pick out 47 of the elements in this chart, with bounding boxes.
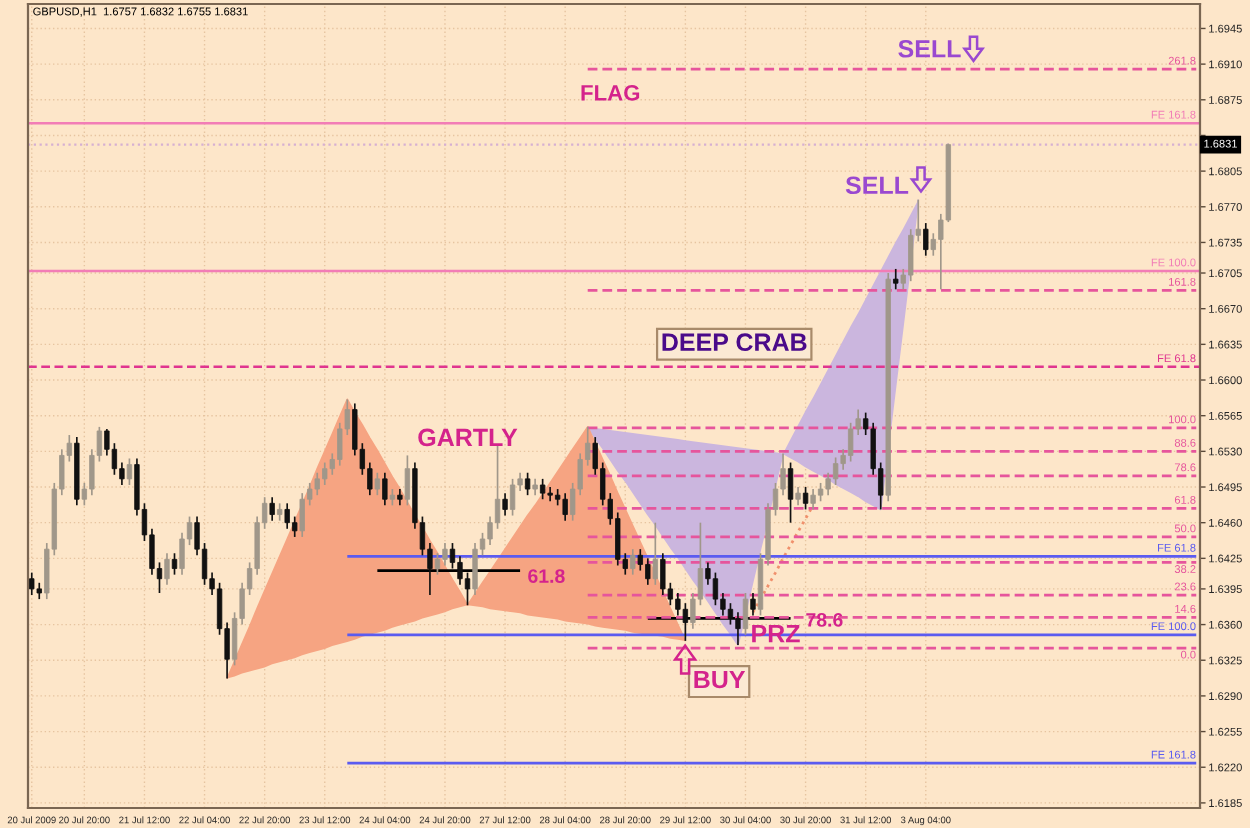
candlestick [735,611,741,646]
candlestick [742,592,749,636]
candlestick [893,268,899,291]
annotation: SELL [898,39,961,58]
candlestick [374,471,381,496]
candlestick [382,471,388,507]
candlestick [825,471,831,496]
candlestick [787,461,794,524]
candlestick [292,515,298,538]
candlestick [524,471,531,496]
candlestick [652,521,658,586]
candlestick [164,552,170,586]
annotation: 61.8 [528,569,565,583]
candlestick [637,548,643,572]
annotation: FLAG [581,84,640,101]
candlestick [322,461,328,486]
candlestick [727,602,734,626]
candlestick [502,492,508,517]
candlestick [810,488,816,511]
candlestick [660,552,666,596]
candlestick [269,496,275,522]
candlestick [29,571,35,596]
candlestick [832,456,839,486]
candlestick [750,592,756,617]
candlestick [509,478,516,517]
annotation: DEEP CRAB [662,333,807,352]
annotation: GARTLY [418,428,518,447]
candlestick [539,478,546,501]
candlestick [472,542,478,596]
candlestick [442,542,448,567]
candlestick [675,592,681,617]
candlestick [457,555,463,586]
candlestick [712,571,719,607]
candlestick [923,222,929,257]
annotation: SELL [845,176,909,195]
candlestick [284,502,290,530]
candlestick [434,552,441,576]
annotation: BUY [694,670,746,689]
candlestick [802,486,809,511]
candlestick [171,552,178,576]
candlestick [126,457,133,486]
candlestick [299,492,305,538]
candlestick [404,454,411,507]
candlestick [795,486,801,507]
candlestick [645,557,651,586]
candlestick [562,492,568,522]
candlestick [630,548,636,576]
